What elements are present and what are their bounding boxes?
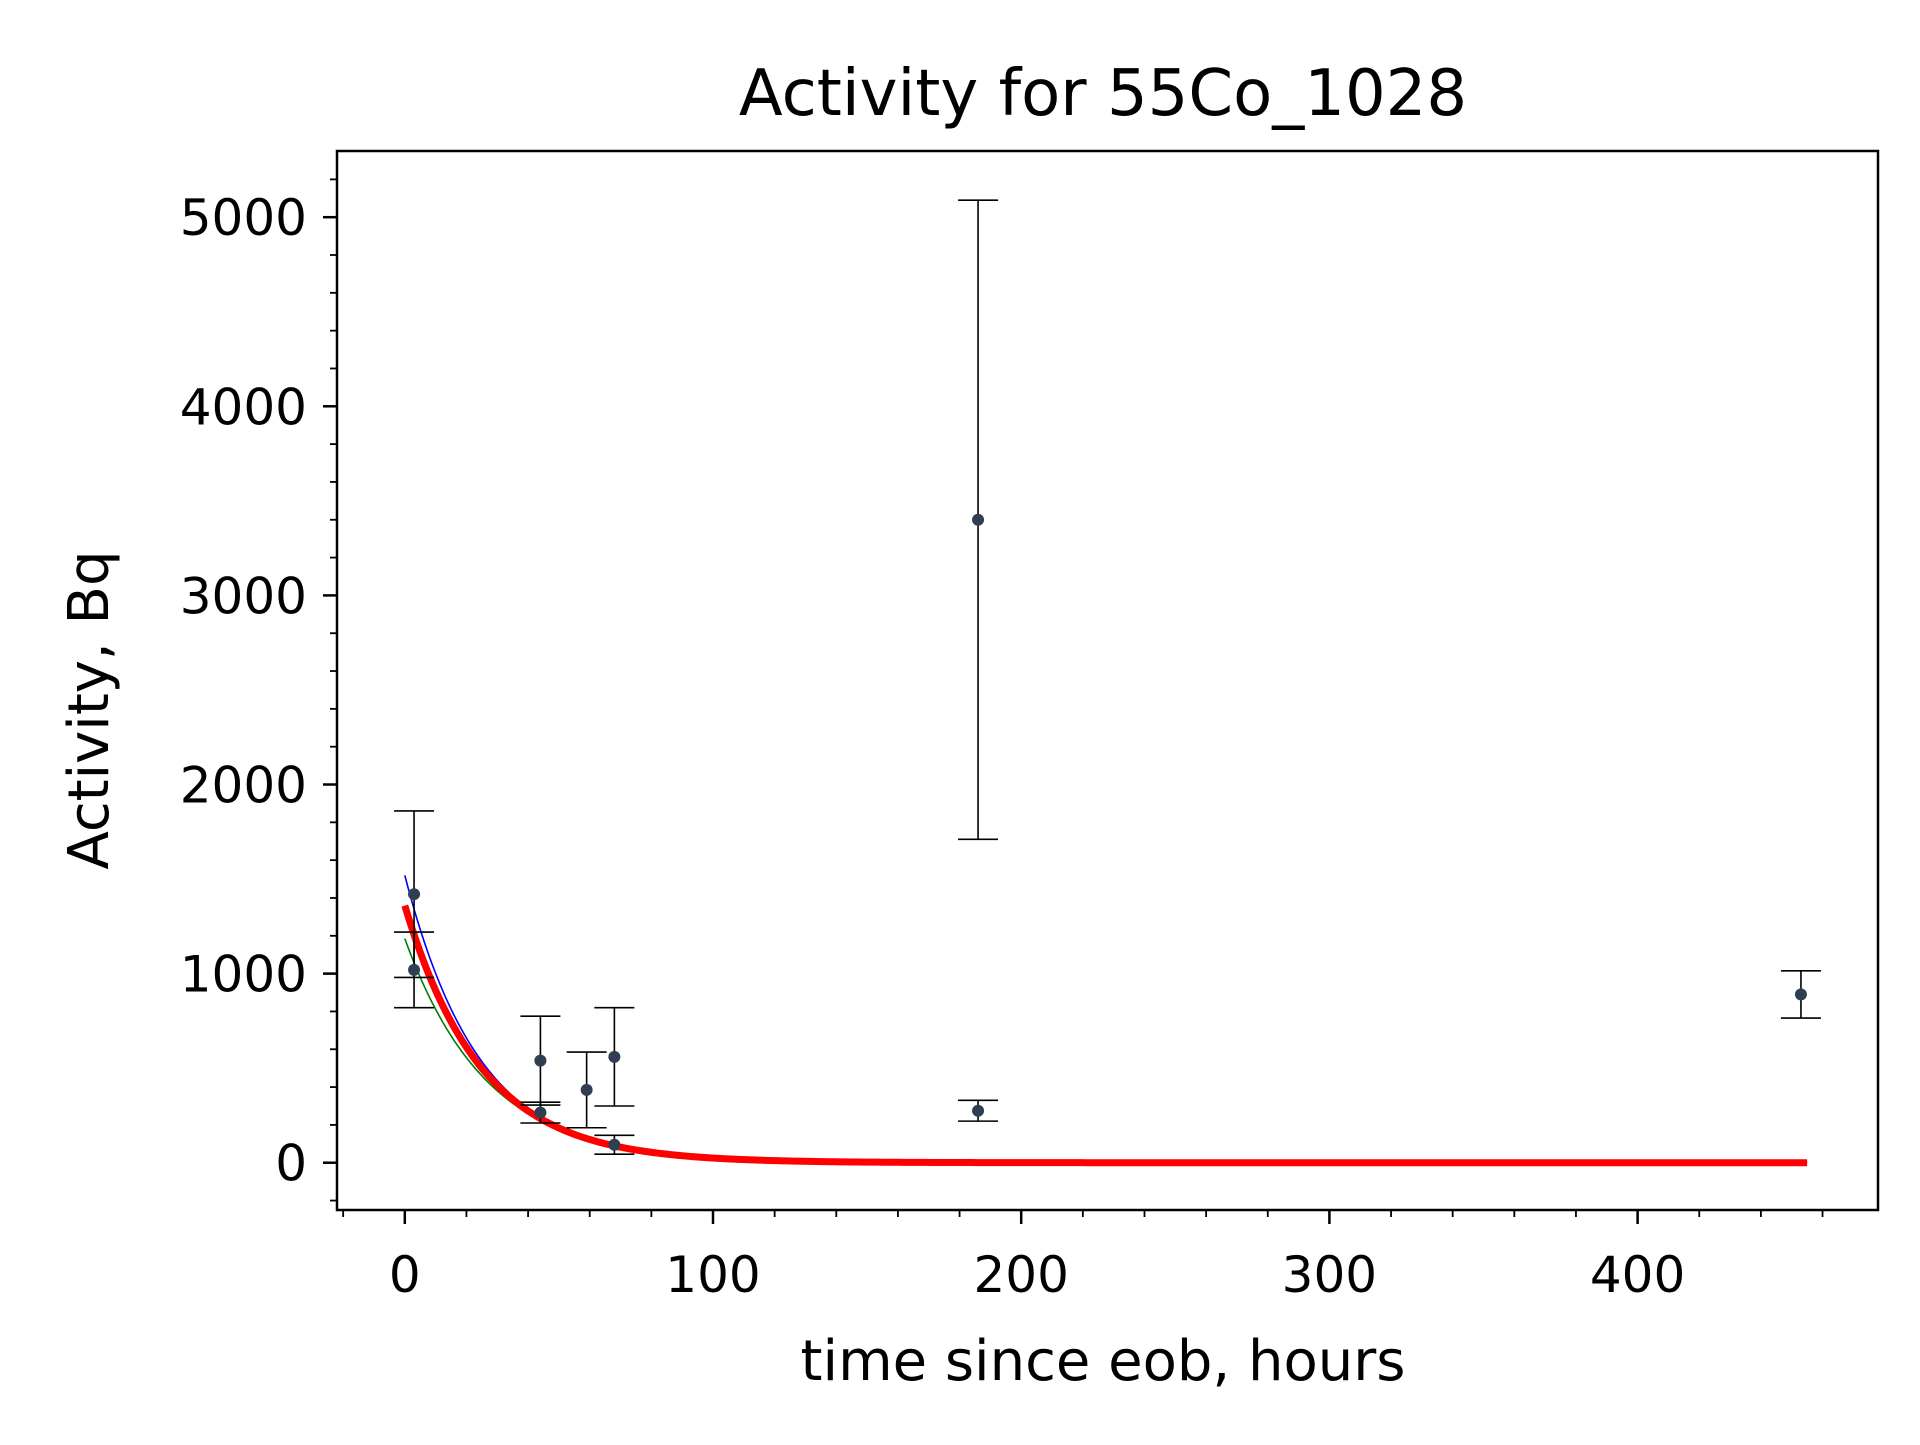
x-tick-label: 100: [665, 1246, 760, 1304]
data-point: [534, 1106, 547, 1119]
y-tick-label: 4000: [180, 378, 307, 436]
y-tick-label: 2000: [180, 757, 307, 815]
data-point: [534, 1054, 547, 1067]
data-point: [1794, 988, 1807, 1001]
x-axis-label: time since eob, hours: [801, 1329, 1406, 1394]
y-tick-label: 3000: [180, 567, 307, 625]
x-tick-label: 400: [1590, 1246, 1685, 1304]
fit-curve: [401, 904, 1808, 1167]
y-tick-label: 0: [275, 1135, 307, 1193]
chart-title: Activity for 55Co_1028: [739, 57, 1467, 131]
data-point: [580, 1083, 593, 1096]
x-tick-label: 200: [973, 1246, 1068, 1304]
plot-frame: [335, 149, 1880, 1212]
y-tick-label: 1000: [180, 946, 307, 1004]
x-tick-label: 300: [1282, 1246, 1377, 1304]
data-point: [408, 888, 421, 901]
data-point: [408, 963, 421, 976]
y-axis-label: Activity, Bq: [57, 551, 122, 870]
data-point: [972, 513, 985, 526]
x-tick-label: 0: [389, 1246, 421, 1304]
data-point: [972, 1104, 985, 1117]
data-point: [608, 1138, 621, 1151]
data-point: [608, 1050, 621, 1063]
y-tick-label: 5000: [180, 189, 307, 247]
